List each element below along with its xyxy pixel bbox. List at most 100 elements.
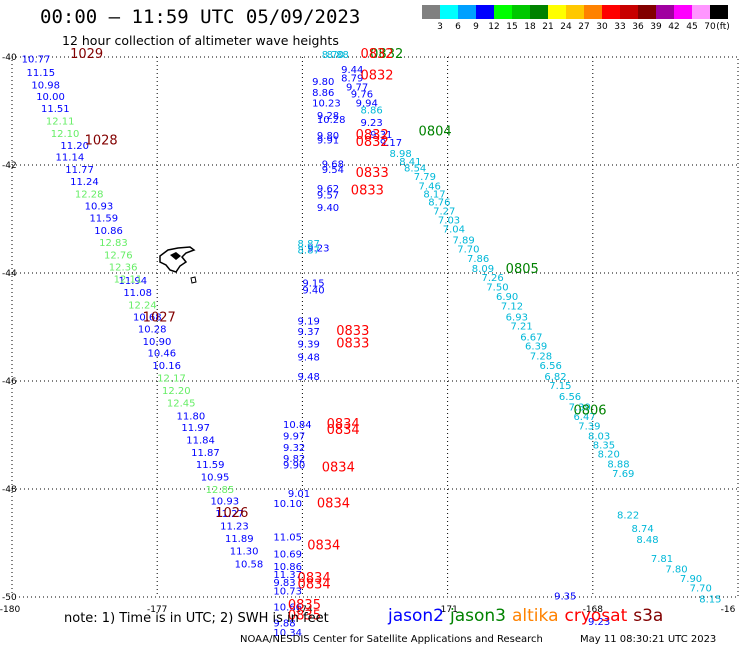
wave-height-value: 6.56 [540, 361, 562, 372]
color-scale-swatch [656, 5, 674, 19]
satellite-legend: jason2 jason3 altika cryosat s3a [388, 606, 669, 626]
grid-lines [12, 57, 738, 597]
wave-height-value: 11.14 [56, 153, 85, 164]
wave-height-value: 7.46 [419, 181, 441, 192]
pass-time-label: 0832 [370, 47, 403, 62]
color-scale-label: 42 [668, 22, 680, 32]
color-scale-swatch [476, 5, 494, 19]
wave-height-value: 7.50 [486, 282, 508, 293]
pass-time-label: 1027 [143, 311, 176, 326]
wave-height-value: 9.77 [346, 82, 368, 93]
y-tick-label: -50 [2, 593, 17, 603]
wave-height-value: 9.23 [360, 118, 382, 129]
wave-height-value: 11.27 [215, 509, 244, 520]
plot-frame [11, 56, 739, 598]
wave-height-value: 9.40 [317, 203, 339, 214]
color-scale-swatch [422, 5, 440, 19]
wave-height-value: 10.86 [273, 562, 302, 573]
pass-time-label: 0835 [288, 598, 321, 613]
color-scale-label: 45 [686, 22, 698, 32]
wave-height-value: 7.89 [452, 235, 474, 246]
wave-height-value: 7.21 [511, 322, 533, 333]
wave-height-value: 8.87 [298, 246, 320, 257]
wave-height-value: 9.97 [283, 431, 305, 442]
wave-height-value: 11.97 [181, 423, 210, 434]
wave-height-value: 12.45 [167, 398, 196, 409]
legend-item-altika: altika [512, 606, 559, 626]
wave-height-value: 9.17 [380, 138, 402, 149]
pass-time-label: 0834 [327, 423, 360, 438]
x-tick-label: -16 [721, 605, 736, 615]
pass-time-label: 0834 [307, 538, 340, 553]
color-scale-label: 36 [632, 22, 644, 32]
wave-height-value: 9.31 [370, 130, 392, 141]
wave-height-value: 9.48 [298, 352, 320, 363]
wave-height-value: 12.20 [162, 386, 191, 397]
wave-height-value: 10.84 [283, 420, 312, 431]
wave-height-value: 8.22 [617, 511, 639, 522]
wave-height-value: 6.82 [544, 372, 566, 383]
wave-height-value: 11.08 [123, 288, 152, 299]
color-scale-swatch [440, 5, 458, 19]
wave-height-value: 10.66 [273, 603, 302, 614]
wave-height-value: 8.86 [312, 88, 334, 99]
color-scale-swatch [512, 5, 530, 19]
pass-time-label: 1026 [215, 506, 248, 521]
wave-height-value: 6.67 [520, 333, 542, 344]
wave-height-value: 12.11 [46, 117, 75, 128]
wave-height-value: 9.48 [298, 372, 320, 383]
wave-height-value: 8.03 [588, 431, 610, 442]
wave-height-value: 7.12 [501, 302, 523, 313]
wave-height-value: 7.70 [457, 244, 479, 255]
wave-height-value: 8.35 [593, 441, 615, 452]
color-scale-label: 21 [542, 22, 554, 32]
wave-height-value: 11.37 [273, 570, 302, 581]
wave-height-value: 9.32 [283, 443, 305, 454]
wave-height-value: 9.80 [317, 131, 339, 142]
wave-height-value: 11.20 [60, 141, 89, 152]
color-scale-swatch [620, 5, 638, 19]
wave-height-value: 10.73 [273, 586, 302, 597]
pass-time-label: 1029 [70, 47, 103, 62]
x-tick-label: -177 [147, 605, 167, 615]
color-scale-swatch [710, 5, 728, 19]
color-scale-swatch [638, 5, 656, 19]
wave-height-value: 10.10 [273, 499, 302, 510]
wave-height-value: 8.88 [327, 50, 349, 61]
credit-line: NOAA/NESDIS Center for Satellite Applica… [240, 634, 543, 645]
wave-height-value: 6.90 [496, 292, 518, 303]
wave-height-value: 7.81 [651, 554, 673, 565]
wave-height-value: 7.04 [443, 225, 465, 236]
legend-item-jason2: jason2 [388, 606, 444, 626]
wave-height-value: 12.11 [114, 275, 143, 286]
pass-time-label: 0834 [317, 496, 350, 511]
legend-item-s3a: s3a [633, 606, 664, 626]
pass-time-label: 0833 [336, 337, 369, 352]
legend-item-cryosat: cryosat [564, 606, 628, 626]
wave-height-value: 9.54 [322, 165, 344, 176]
pass-time-label: 0832 [360, 69, 393, 84]
wave-height-value: 9.88 [273, 619, 295, 630]
wave-height-value: 8.17 [423, 189, 445, 200]
wave-height-value: 8.79 [341, 73, 363, 84]
pass-time-label: 0806 [573, 403, 606, 418]
color-scale-swatch [674, 5, 692, 19]
island-landmass [159, 246, 197, 284]
wave-height-value: 9.28 [317, 111, 339, 122]
wave-height-value: 11.05 [273, 532, 302, 543]
color-scale-swatch [692, 5, 710, 19]
wave-height-value: 9.19 [298, 316, 320, 327]
wave-height-value: 10.34 [273, 628, 302, 639]
wave-height-value: 12.10 [51, 129, 80, 140]
wave-height-value: 8.87 [298, 239, 320, 250]
wave-height-value: 6.93 [506, 313, 528, 324]
color-scale-label: 30 [596, 22, 608, 32]
axis-tick-labels: -180 -177 -174 -171 -168 -16 -40 -42 -44 -46 -48 -5… [0, 53, 736, 615]
wave-height-value: 9.37 [298, 327, 320, 338]
wave-height-value: 7.03 [438, 215, 460, 226]
footer-note: note: 1) Time is in UTC; 2) SWH is in fe… [64, 611, 329, 626]
color-scale-swatch [566, 5, 584, 19]
wave-height-value: 8.09 [472, 264, 494, 275]
pass-time-label: 0834 [322, 461, 355, 476]
